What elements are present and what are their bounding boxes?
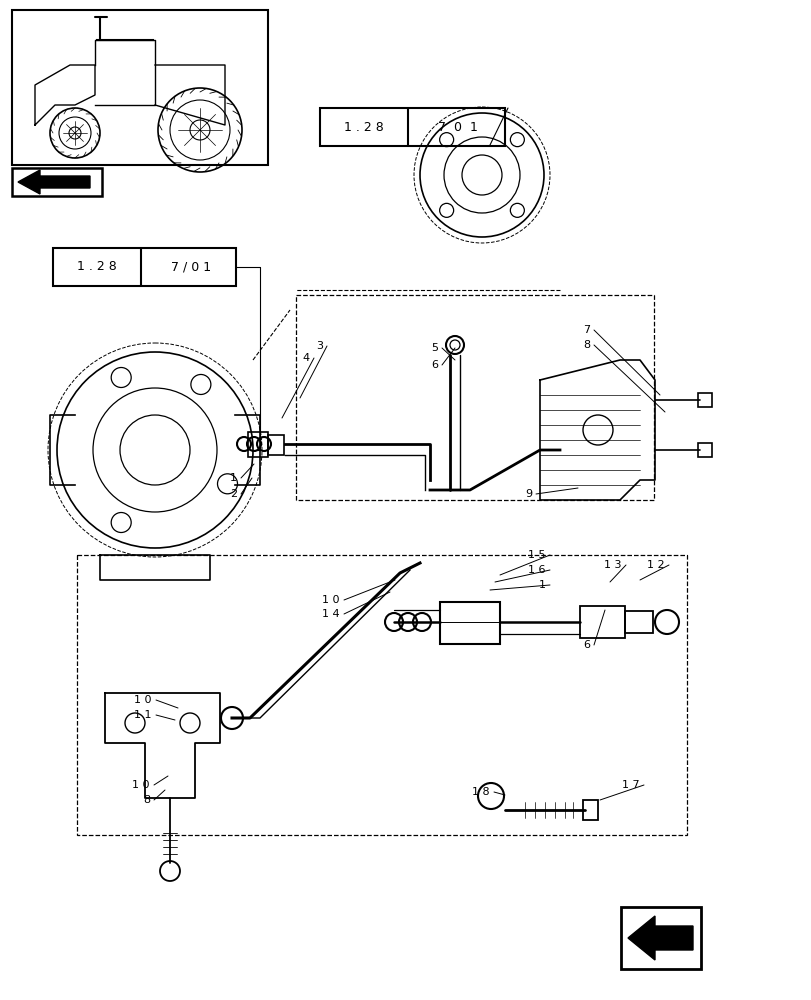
Bar bbox=[247, 432, 268, 457]
Text: 1 6: 1 6 bbox=[528, 565, 545, 575]
Bar bbox=[53, 248, 236, 286]
Text: 9: 9 bbox=[524, 489, 531, 499]
Text: 1 2: 1 2 bbox=[646, 560, 664, 570]
Bar bbox=[296, 295, 653, 500]
Text: 1: 1 bbox=[230, 473, 237, 483]
Text: 7: 7 bbox=[582, 325, 590, 335]
Text: 1 . 2 8: 1 . 2 8 bbox=[77, 260, 117, 273]
Text: 6: 6 bbox=[431, 360, 437, 370]
Text: 1 3: 1 3 bbox=[603, 560, 621, 570]
Text: 1 0: 1 0 bbox=[135, 695, 152, 705]
Text: 1 . 2 8: 1 . 2 8 bbox=[344, 121, 384, 134]
Text: 8: 8 bbox=[582, 340, 590, 350]
Text: 7  0  1: 7 0 1 bbox=[437, 121, 478, 134]
Text: 6: 6 bbox=[582, 640, 590, 650]
Bar bbox=[320, 108, 504, 146]
Text: 1 4: 1 4 bbox=[322, 609, 340, 619]
Text: 5: 5 bbox=[431, 343, 437, 353]
Text: 1 0: 1 0 bbox=[132, 780, 150, 790]
Text: 1 8: 1 8 bbox=[472, 787, 489, 797]
Bar bbox=[579, 606, 624, 638]
Text: 1 0: 1 0 bbox=[322, 595, 340, 605]
Bar bbox=[12, 10, 268, 165]
Bar bbox=[624, 611, 652, 633]
Text: 1 7: 1 7 bbox=[621, 780, 639, 790]
Bar bbox=[12, 168, 102, 196]
Text: 3: 3 bbox=[315, 341, 323, 351]
Bar bbox=[268, 435, 284, 455]
Bar bbox=[697, 443, 711, 457]
Bar bbox=[582, 800, 597, 820]
Bar bbox=[440, 602, 500, 644]
Polygon shape bbox=[627, 916, 692, 960]
Bar bbox=[77, 555, 686, 835]
Bar bbox=[697, 393, 711, 407]
Text: 1 1: 1 1 bbox=[135, 710, 152, 720]
Bar bbox=[620, 907, 700, 969]
Text: 8: 8 bbox=[143, 795, 150, 805]
Text: 2: 2 bbox=[230, 489, 237, 499]
Text: 4: 4 bbox=[303, 353, 310, 363]
Polygon shape bbox=[18, 170, 90, 194]
Text: 1 5: 1 5 bbox=[528, 550, 545, 560]
Text: 7 / 0 1: 7 / 0 1 bbox=[171, 260, 211, 273]
Text: 1: 1 bbox=[539, 580, 545, 590]
